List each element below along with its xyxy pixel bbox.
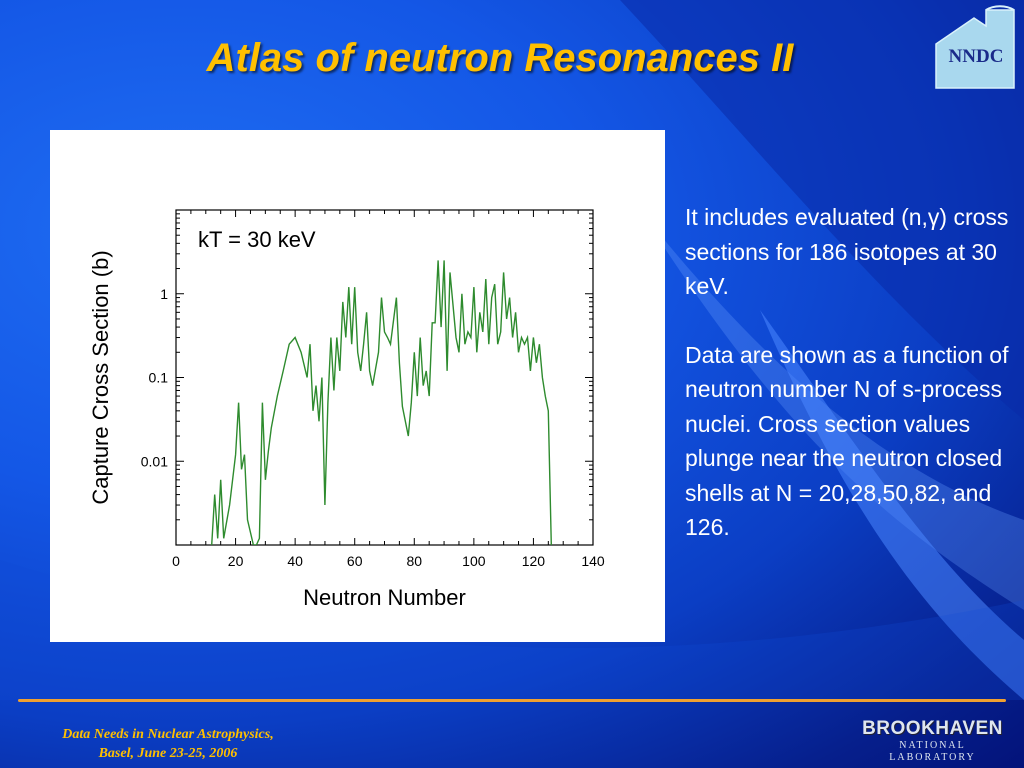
brookhaven-logo-sub: NATIONAL LABORATORY [889, 740, 976, 763]
brookhaven-logo: BROOKHAVEN NATIONAL LABORATORY [855, 718, 1010, 763]
description-paragraph-2: Data are shown as a function of neutron … [685, 341, 1009, 541]
slide-title: Atlas of neutron Resonances II [206, 36, 794, 80]
description-panel: It includes evaluated (n,γ) cross sectio… [685, 200, 1015, 579]
y-tick-label: 0.1 [149, 370, 169, 386]
capture-cross-section-chart: 0 20 40 60 80 100 120 140 0.01 0.1 1 Neutron Number… [88, 209, 605, 610]
nndc-logo-text: NNDC [948, 46, 1004, 67]
x-tick-label: 40 [287, 553, 303, 569]
y-tick-label: 0.01 [141, 453, 168, 469]
x-tick-label: 60 [347, 553, 363, 569]
footer-text: Data Needs in Nuclear Astrophysics, Base… [18, 725, 318, 763]
chart-annotation: kT = 30 keV [198, 227, 316, 252]
footer-line-2: Basel, June 23-25, 2006 [98, 746, 238, 761]
x-tick-label: 80 [406, 553, 422, 569]
x-axis-label: Neutron Number [303, 585, 466, 610]
chart-panel: 0 20 40 60 80 100 120 140 0.01 0.1 1 Neutron Number… [50, 130, 665, 642]
footer-divider [18, 699, 1006, 702]
x-tick-label: 140 [581, 553, 605, 569]
y-axis-label: Capture Cross Section (b) [88, 250, 113, 504]
series-line-0 [211, 260, 552, 545]
house-logo-icon [935, 5, 1015, 89]
brookhaven-logo-name: BROOKHAVEN [862, 718, 1003, 739]
footer-line-1: Data Needs in Nuclear Astrophysics, [62, 727, 274, 742]
nndc-logo: NNDC [934, 4, 1018, 90]
y-tick-label: 1 [160, 286, 168, 302]
x-tick-label: 100 [462, 553, 486, 569]
description-paragraph-1: It includes evaluated (n,γ) cross sectio… [685, 204, 1009, 299]
x-tick-label: 0 [172, 553, 180, 569]
x-tick-label: 120 [522, 553, 546, 569]
x-tick-label: 20 [228, 553, 244, 569]
plot-frame [175, 209, 594, 546]
